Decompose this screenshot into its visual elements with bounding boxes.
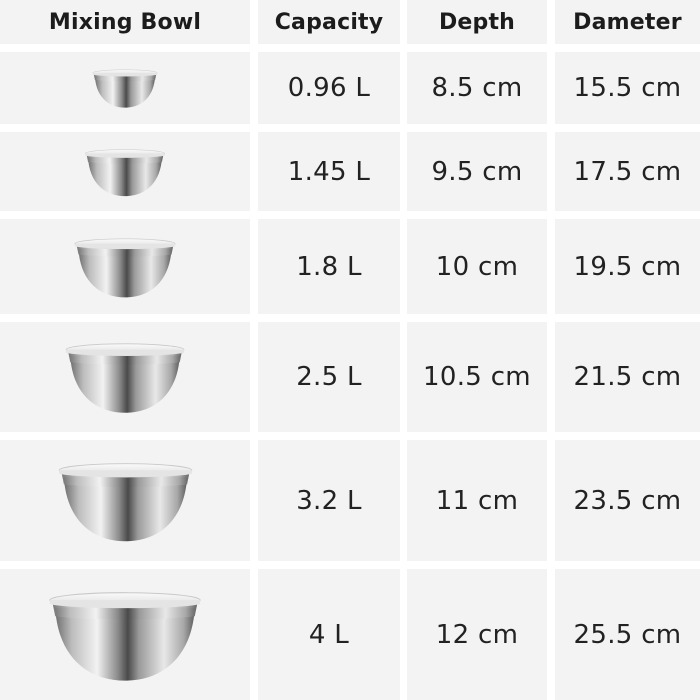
capacity-cell: 1.8 L [258, 219, 400, 314]
header-diameter: Dameter [555, 0, 700, 44]
diameter-cell: 25.5 cm [555, 569, 700, 700]
diameter-cell: 21.5 cm [555, 322, 700, 432]
capacity-cell: 3.2 L [258, 440, 400, 561]
diameter-cell: 15.5 cm [555, 52, 700, 124]
mixing-bowl-icon [49, 591, 201, 681]
depth-cell: 10 cm [407, 219, 547, 314]
header-depth: Depth [407, 0, 547, 44]
depth-cell: 12 cm [407, 569, 547, 700]
mixing-bowl-icon [84, 148, 166, 197]
bowl-image-row-5 [0, 440, 250, 561]
mixing-bowl-icon [65, 343, 185, 414]
header-mixing-bowl: Mixing Bowl [0, 0, 250, 44]
bowl-image-row-4 [0, 322, 250, 432]
mixing-bowl-icon [74, 237, 176, 298]
capacity-cell: 4 L [258, 569, 400, 700]
capacity-cell: 0.96 L [258, 52, 400, 124]
bowl-image-row-6 [0, 569, 250, 700]
depth-cell: 8.5 cm [407, 52, 547, 124]
mixing-bowl-icon [92, 69, 158, 108]
capacity-cell: 2.5 L [258, 322, 400, 432]
capacity-cell: 1.45 L [258, 132, 400, 211]
mixing-bowl-icon [58, 462, 192, 542]
diameter-cell: 17.5 cm [555, 132, 700, 211]
header-capacity: Capacity [258, 0, 400, 44]
depth-cell: 10.5 cm [407, 322, 547, 432]
depth-cell: 11 cm [407, 440, 547, 561]
bowl-image-row-2 [0, 132, 250, 211]
diameter-cell: 19.5 cm [555, 219, 700, 314]
bowl-image-row-3 [0, 219, 250, 314]
diameter-cell: 23.5 cm [555, 440, 700, 561]
bowl-image-row-1 [0, 52, 250, 124]
depth-cell: 9.5 cm [407, 132, 547, 211]
